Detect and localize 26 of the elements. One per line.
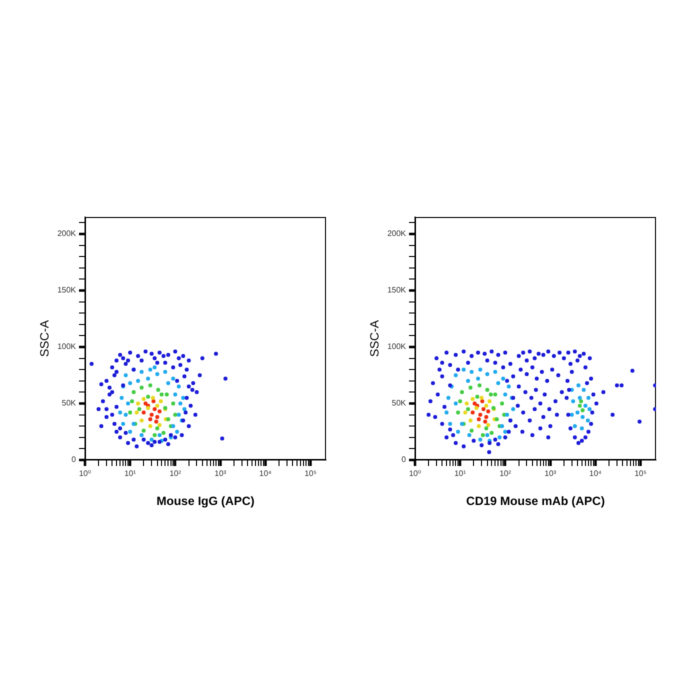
y-axis-title: SSC-A [38,320,52,357]
x-tick-label: 10² [169,469,182,478]
y-tick-label: 200K [387,229,407,238]
y-tick-label: 100K [57,342,77,352]
x-tick-label: 10³ [544,469,556,478]
x-tick-label: 10⁰ [78,469,92,478]
x-tick-label: 10³ [214,469,226,478]
x-tick-label: 10² [499,469,512,478]
y-tick-label: 50K [62,398,77,408]
y-tick-label: 0 [72,455,77,464]
y-tick-label: 150K [57,286,77,295]
y-tick-label: 50K [392,398,407,408]
y-axis-title: SSC-A [368,320,382,357]
y-tick-label: 150K [387,286,407,295]
x-tick-label: 10⁵ [634,469,647,478]
x-tick-label: 10⁴ [589,469,602,478]
x-axis-title: CD19 Mouse mAb (APC) [466,494,605,508]
y-tick-label: 0 [402,455,407,464]
y-tick-label: 100K [387,342,407,352]
x-axis-title: Mouse IgG (APC) [156,494,254,508]
x-tick-label: 10¹ [454,469,466,478]
y-tick-label: 200K [57,229,77,238]
x-tick-label: 10⁴ [259,469,272,478]
x-tick-label: 10⁵ [304,469,317,478]
x-tick-label: 10⁰ [408,469,422,478]
x-tick-label: 10¹ [124,469,136,478]
